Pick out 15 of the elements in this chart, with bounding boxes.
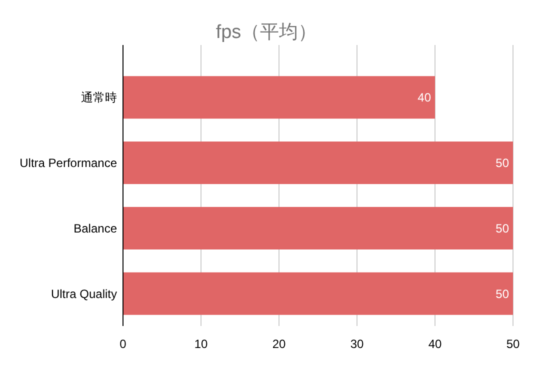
y-tick-label: Balance (74, 221, 118, 236)
y-tick-label: 通常時 (81, 90, 117, 105)
chart-title: fps（平均） (216, 22, 318, 43)
data-label: 50 (496, 221, 510, 236)
x-tick-label: 20 (272, 337, 286, 351)
data-label: 50 (496, 156, 510, 170)
x-tick-label: 10 (194, 337, 208, 351)
x-tick-label: 30 (350, 337, 364, 351)
y-tick-label: Ultra Quality (50, 286, 117, 301)
x-tick-label: 40 (428, 337, 442, 351)
data-label: 40 (418, 90, 432, 105)
x-tick-label: 50 (506, 337, 520, 351)
y-tick-label: Ultra Performance (20, 156, 118, 170)
x-tick-label: 0 (120, 337, 127, 351)
data-label: 50 (496, 286, 510, 301)
